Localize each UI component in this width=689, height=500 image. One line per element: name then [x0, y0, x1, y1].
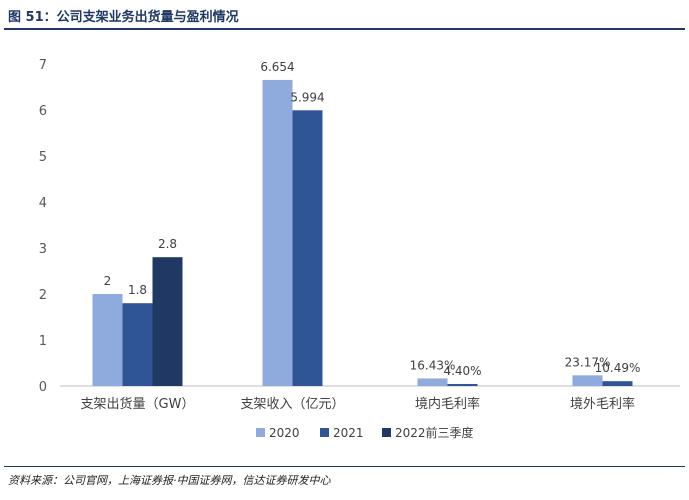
y-tick-label: 2	[39, 288, 47, 303]
source-note: 资料来源：公司官网，上海证券报·中国证券网，信达证券研发中心	[8, 474, 331, 487]
data-label: 2	[104, 274, 112, 288]
data-label: 23.17%	[565, 355, 611, 369]
data-label: 2.8	[158, 237, 177, 251]
source-divider	[4, 466, 685, 467]
bar-chart: 0 1 2 3 4 5 6 7 2 1.8 2.8 支架出货量（GW） 6.654 5.994 支架收入（亿…	[39, 58, 680, 440]
y-tick-label: 3	[39, 242, 47, 257]
data-label: 5.994	[290, 90, 324, 104]
data-label: 16.43%	[410, 358, 456, 372]
x-category-label: 境内毛利率	[415, 396, 480, 412]
legend-swatch-2020	[256, 428, 265, 437]
legend-label: 2020	[269, 426, 300, 440]
data-label: 4.40%	[443, 364, 481, 378]
bar-2020	[92, 294, 123, 386]
x-category-label: 境外毛利率	[570, 396, 635, 412]
x-category-label: 支架出货量（GW）	[81, 396, 195, 412]
legend-swatch-2022前三季度	[382, 428, 391, 437]
bar-2020	[417, 378, 448, 386]
bar-2022前三季度	[152, 257, 183, 386]
data-label: 1.8	[128, 283, 147, 297]
y-tick-label: 5	[39, 150, 47, 165]
legend-swatch-2021	[320, 428, 329, 437]
bar-2021	[447, 383, 478, 386]
legend-label: 2022前三季度	[395, 425, 474, 440]
bar-2020	[262, 79, 293, 386]
data-label: 6.654	[260, 60, 294, 74]
figure-title: 图 51：公司支架业务出货量与盈利情况	[8, 10, 239, 25]
y-tick-label: 1	[39, 334, 47, 349]
bar-2021	[122, 303, 153, 386]
data-label: 10.49%	[595, 361, 641, 375]
y-tick-label: 6	[39, 104, 47, 119]
bar-2021	[292, 110, 323, 386]
legend-label: 2021	[333, 426, 364, 440]
bar-2021	[602, 381, 633, 386]
bar-2020	[572, 375, 603, 386]
title-divider	[4, 28, 685, 30]
y-tick-label: 7	[39, 58, 47, 73]
y-tick-label: 4	[39, 196, 47, 211]
y-tick-label: 0	[39, 380, 47, 395]
x-category-label: 支架收入（亿元）	[240, 397, 344, 412]
